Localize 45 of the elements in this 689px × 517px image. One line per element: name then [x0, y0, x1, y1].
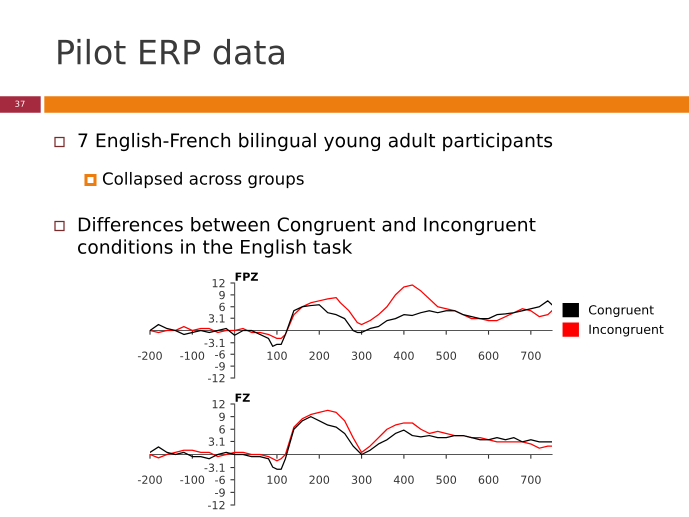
y-tick-label: 6 [219, 425, 225, 434]
text: Differences between Congruent and Incongruent conditions in the English task [78, 217, 536, 258]
x-tick-label: 600 [478, 476, 498, 484]
x-tick-label: 400 [394, 352, 414, 360]
x-tick-label: 300 [352, 352, 372, 360]
chart-title: FZ [236, 394, 250, 402]
legend-label: Incongruent [589, 324, 664, 336]
y-tick-label: -3.1 [204, 464, 225, 472]
x-tick-label: -200 [138, 476, 162, 484]
y-tick-label: -3.1 [204, 338, 225, 348]
x-tick-label: 100 [268, 476, 287, 484]
x-tick-label: 700 [521, 352, 541, 360]
x-tick-label: 300 [352, 476, 372, 484]
x-tick-label: -100 [180, 352, 204, 360]
line-series [150, 300, 552, 347]
y-tick-label: 9 [219, 412, 225, 422]
x-tick-label: -200 [138, 352, 162, 360]
y-tick-label: -12 [208, 500, 224, 510]
y-tick-label: 6 [219, 302, 225, 312]
legend-label: Congruent [588, 305, 654, 317]
y-tick-label: 12 [212, 400, 224, 408]
y-tick-label: 3.1 [208, 314, 225, 323]
y-tick-label: 9 [219, 290, 225, 300]
y-tick-label: 3.1 [208, 437, 225, 446]
x-tick-label: 500 [436, 352, 456, 360]
x-tick-label: 500 [436, 476, 456, 484]
line-series [150, 410, 552, 462]
x-tick-label: 100 [268, 352, 287, 360]
text: Collapsed across groups [102, 172, 304, 188]
x-tick-label: 400 [394, 476, 414, 484]
x-tick-label: 200 [309, 352, 330, 360]
text: Pilot ERP data [58, 38, 284, 65]
chart-title: FPZ [236, 272, 258, 281]
y-tick-label: 12 [212, 278, 224, 288]
x-tick-label: 600 [478, 352, 498, 360]
x-tick-label: 200 [309, 476, 330, 484]
text: 37 [15, 100, 25, 107]
y-tick-label: -12 [208, 374, 224, 382]
y-tick-label: -9 [215, 488, 225, 497]
y-tick-label: -9 [215, 362, 225, 371]
y-tick-label: -6 [215, 476, 225, 484]
y-tick-label: -6 [215, 350, 225, 359]
x-tick-label: -100 [180, 476, 204, 484]
text: 7 English-French bilingual young adult participants [78, 132, 552, 152]
x-tick-label: 700 [521, 476, 541, 484]
